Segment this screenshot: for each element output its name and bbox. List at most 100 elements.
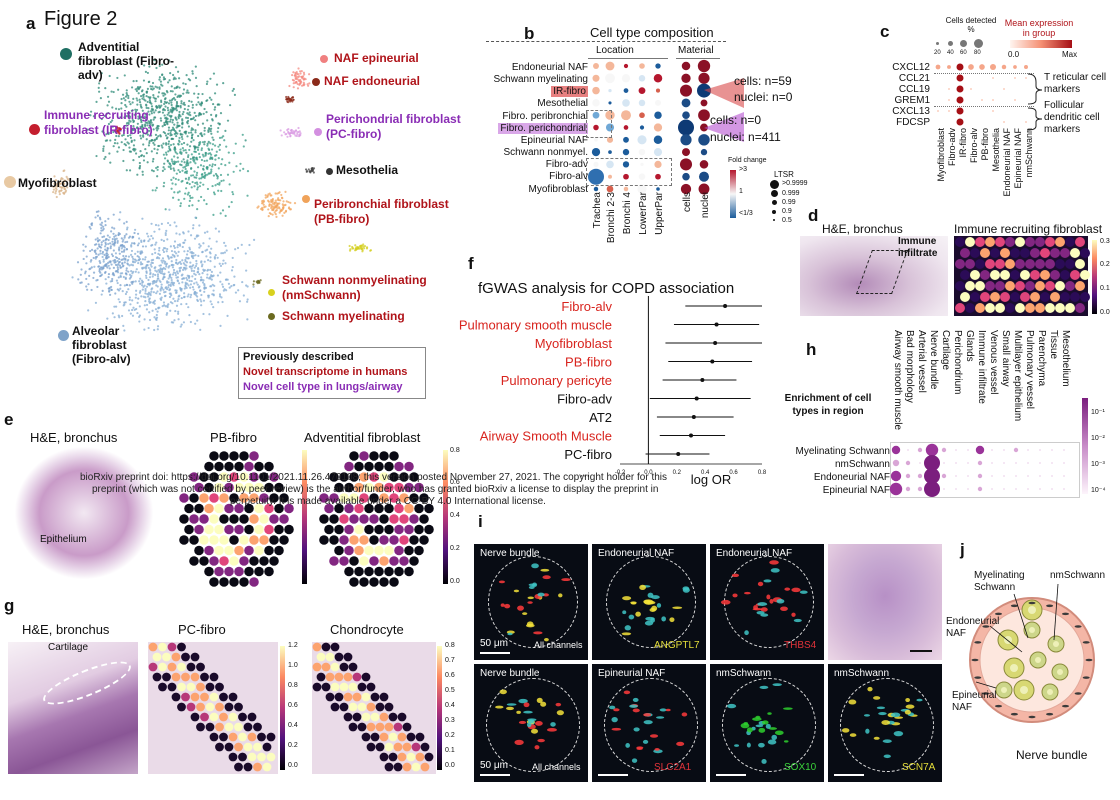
e-spot xyxy=(419,535,429,545)
legend-novel-cell: Novel cell type in lungs/airway xyxy=(243,381,403,393)
e-spot xyxy=(329,472,339,482)
umap-point xyxy=(273,201,276,204)
c-gene-0: CXCL12 xyxy=(892,62,930,73)
umap-point xyxy=(186,108,190,111)
umap-point xyxy=(351,247,354,250)
umap-point xyxy=(122,324,125,327)
umap-point xyxy=(97,86,100,89)
i-cell xyxy=(498,580,506,584)
umap-point xyxy=(128,100,131,103)
umap-point xyxy=(220,162,223,166)
h-dot xyxy=(943,462,945,464)
umap-point xyxy=(116,259,119,263)
i-cell xyxy=(760,607,768,612)
umap-point xyxy=(131,128,134,132)
umap-point xyxy=(53,175,56,178)
e-spot xyxy=(344,545,354,556)
i-cell xyxy=(556,710,564,716)
umap-point xyxy=(359,245,362,248)
umap-point xyxy=(214,227,217,230)
umap-point xyxy=(172,73,175,77)
g-spot xyxy=(158,682,167,692)
g-spot xyxy=(415,752,425,762)
umap-point xyxy=(138,305,141,308)
umap-point xyxy=(123,236,126,239)
i-cell xyxy=(893,730,904,737)
g-cartilage-label: Cartilage xyxy=(48,642,89,653)
umap-point xyxy=(261,206,264,210)
umap-point xyxy=(217,189,220,192)
h-dot xyxy=(1051,475,1053,477)
umap-point xyxy=(221,209,225,212)
umap-point xyxy=(188,111,191,114)
umap-point xyxy=(153,116,156,119)
umap-point xyxy=(174,98,177,101)
e-spot xyxy=(349,451,359,461)
umap-point xyxy=(168,162,171,165)
umap-point xyxy=(110,90,113,93)
e-spot xyxy=(259,514,269,524)
g-spot xyxy=(215,722,224,732)
umap-point xyxy=(199,164,203,167)
umap-point xyxy=(68,179,71,182)
g-spot xyxy=(330,662,340,672)
umap-point xyxy=(195,171,199,174)
umap-point xyxy=(168,295,172,299)
umap-point xyxy=(296,87,300,90)
i-cell xyxy=(772,683,782,687)
d-spot xyxy=(1075,303,1085,313)
umap-point xyxy=(174,151,177,154)
b-dot xyxy=(700,123,708,132)
j-axon-core xyxy=(1020,686,1028,694)
umap-point xyxy=(161,261,164,264)
b-dot xyxy=(605,73,615,84)
umap-point xyxy=(158,78,161,81)
b-dot xyxy=(608,174,612,179)
umap-point xyxy=(146,87,150,90)
umap-point xyxy=(175,252,178,255)
umap-point xyxy=(168,99,171,102)
umap-point xyxy=(202,268,205,271)
umap-point xyxy=(123,234,126,238)
umap-point xyxy=(89,114,92,117)
umap-point xyxy=(271,202,274,205)
umap-point xyxy=(156,175,159,178)
umap-point xyxy=(136,255,139,258)
umap-point xyxy=(179,325,182,328)
i-cell xyxy=(759,685,769,690)
umap-point xyxy=(108,74,111,78)
d-immune-label: Immune infiltrate xyxy=(898,236,938,259)
e-spot xyxy=(249,535,259,545)
umap-point xyxy=(289,98,292,101)
umap-point xyxy=(148,122,151,125)
umap-point xyxy=(240,243,243,246)
umap-point xyxy=(198,272,201,276)
umap-point xyxy=(158,228,161,231)
umap-point xyxy=(61,181,64,184)
e-spot xyxy=(389,451,399,461)
umap-point xyxy=(179,106,182,109)
c-col-labels: Myofibroblast Fibro-adv IR-fibro Fibro-a… xyxy=(932,128,1034,198)
umap-point xyxy=(142,143,145,146)
umap-point xyxy=(162,92,166,95)
h-row-0: Myelinating Schwann xyxy=(795,446,891,457)
h-dot xyxy=(905,486,911,492)
g-spot xyxy=(247,712,257,722)
umap-point xyxy=(104,220,107,223)
umap-point xyxy=(161,111,165,114)
panel-g-letter: g xyxy=(4,596,15,615)
e-spot xyxy=(219,556,229,566)
e-spot xyxy=(194,524,204,535)
umap-point xyxy=(191,275,194,278)
e-pb-spotmap xyxy=(179,451,294,587)
umap-point xyxy=(191,106,194,109)
umap-point xyxy=(134,228,137,231)
umap-point xyxy=(150,110,153,113)
e-spot xyxy=(189,535,199,545)
forest-point xyxy=(676,452,681,456)
umap-point xyxy=(302,83,305,86)
umap-point xyxy=(224,129,227,132)
umap-point xyxy=(164,286,167,290)
umap-point xyxy=(177,318,180,321)
umap-point xyxy=(112,259,115,262)
